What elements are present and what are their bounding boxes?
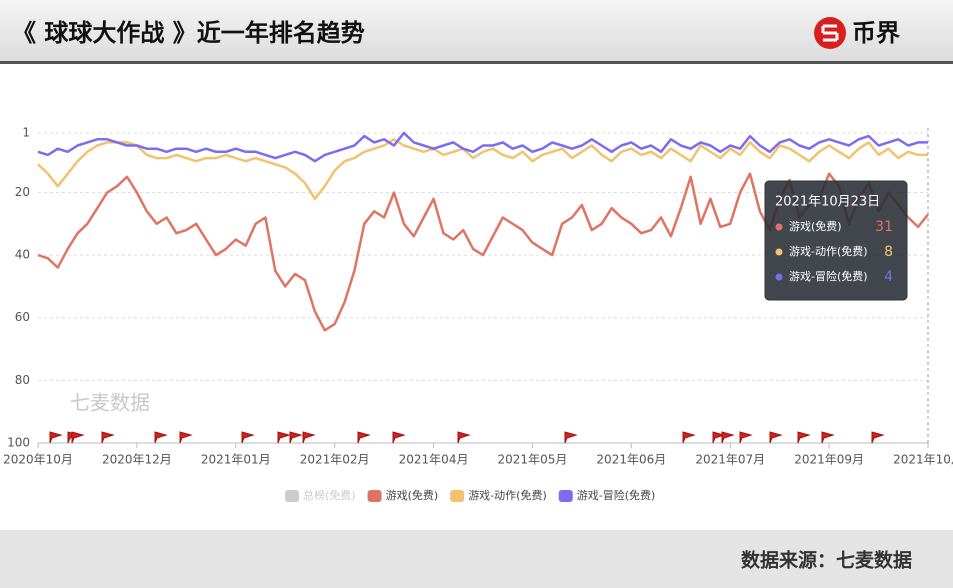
logo-glyph: [821, 24, 839, 42]
tooltip-value: 4: [884, 269, 893, 285]
tooltip-dot: [775, 273, 783, 281]
event-flag: [277, 431, 291, 444]
x-tick-label: 2021年01月: [201, 453, 271, 467]
x-tick-label: 2021年04月: [399, 453, 469, 467]
y-tick-label: 20: [15, 185, 30, 199]
event-flag: [289, 431, 303, 444]
tooltip-dot: [775, 223, 783, 231]
event-flag: [739, 431, 753, 444]
tooltip-dot: [775, 248, 783, 256]
tooltip-series-name: 游戏-动作(免费): [789, 244, 868, 258]
legend-swatch: [558, 490, 573, 502]
x-tick-label: 2021年02月: [300, 453, 370, 467]
brand-name: 币界: [852, 19, 900, 47]
y-tick-label: 60: [15, 310, 30, 324]
legend-swatch: [367, 490, 382, 502]
tooltip-series-name: 游戏(免费): [789, 219, 842, 233]
y-tick-label: 100: [7, 436, 30, 450]
tooltip-title: 2021年10月23日: [775, 195, 880, 210]
event-flag: [71, 431, 85, 444]
event-flag: [49, 431, 63, 444]
footer-bar: [0, 530, 953, 588]
x-tick-label: 2021年09月: [794, 453, 864, 467]
event-flag: [871, 431, 885, 444]
event-flag: [241, 431, 255, 444]
tooltip-value: 8: [884, 244, 893, 260]
tooltip-value: 31: [875, 219, 893, 235]
legend-label: 总榜(免费): [303, 488, 356, 502]
event-flag: [457, 431, 471, 444]
tooltip-series-name: 游戏-冒险(免费): [789, 269, 868, 283]
legend-swatch: [285, 490, 299, 502]
y-tick-label: 80: [15, 373, 30, 387]
event-flag: [821, 431, 835, 444]
event-flag: [101, 431, 115, 444]
series-line: [37, 138, 928, 201]
x-tick-label: 2021年05月: [498, 453, 568, 467]
legend-label: 游戏-动作(免费): [468, 488, 547, 502]
x-tick-label: 2021年06月: [596, 453, 666, 467]
x-tick-label: 2020年10月: [3, 453, 73, 467]
watermark: 七麦数据: [70, 391, 150, 415]
footer-source: 数据来源：七麦数据: [741, 549, 912, 572]
y-tick-label: 40: [15, 248, 30, 262]
header-bar: [0, 0, 953, 62]
event-flag: [682, 431, 696, 444]
legend-swatch: [450, 490, 465, 502]
x-tick-label: 2020年12月: [102, 453, 172, 467]
event-flag: [154, 431, 168, 444]
x-tick-label: 2021年10月: [893, 453, 953, 467]
page-title: 《 球球大作战 》近一年排名趋势: [12, 19, 365, 47]
event-flag: [357, 431, 371, 444]
x-tick-label: 2021年07月: [695, 453, 765, 467]
event-flag: [302, 431, 316, 444]
event-flag: [797, 431, 811, 444]
event-flag: [721, 431, 735, 444]
legend-label: 游戏(免费): [386, 488, 439, 502]
y-tick-label: 1: [22, 126, 30, 140]
legend-label: 游戏-冒险(免费): [577, 488, 656, 502]
event-flag: [392, 431, 406, 444]
event-flag: [179, 431, 193, 444]
header-rule: [0, 61, 953, 64]
tooltip-box: [764, 180, 908, 301]
event-flag: [564, 431, 578, 444]
series-line: [37, 131, 928, 163]
event-flag: [769, 431, 783, 444]
